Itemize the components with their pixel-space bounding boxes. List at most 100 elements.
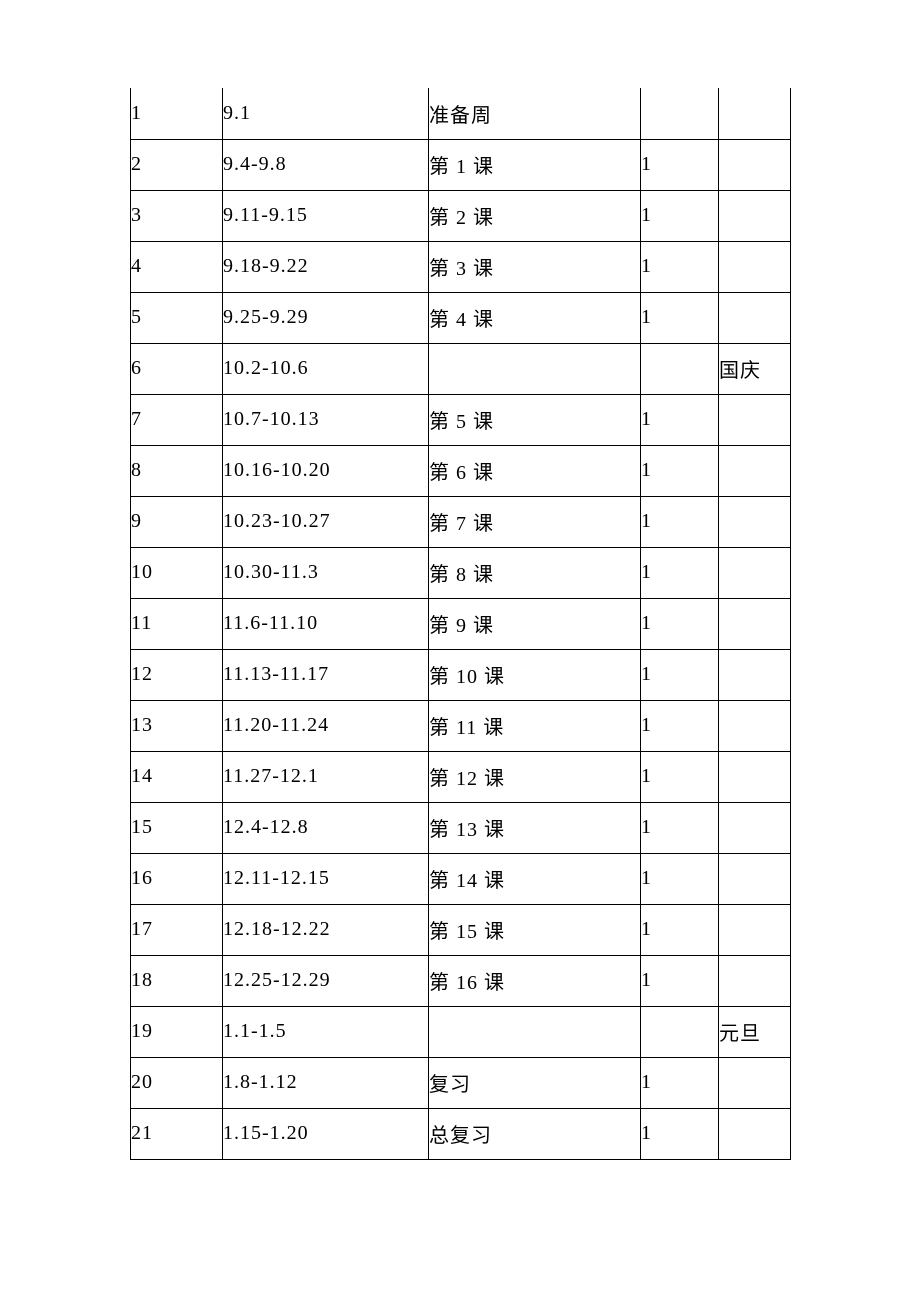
cell-dates: 11.13-11.17 [223, 649, 429, 700]
cell-dates: 10.2-10.6 [223, 343, 429, 394]
cell-content: 第 14 课 [429, 853, 641, 904]
cell-week: 6 [131, 343, 223, 394]
table-row: 610.2-10.6 国庆 [131, 343, 791, 394]
cell-hours: 1 [641, 292, 719, 343]
table-row: 910.23-10.27第 7 课1 [131, 496, 791, 547]
cell-hours: 1 [641, 496, 719, 547]
cell-content: 准备周 [429, 88, 641, 139]
cell-week: 18 [131, 955, 223, 1006]
cell-note [719, 139, 791, 190]
table-row: 1712.18-12.22第 15 课1 [131, 904, 791, 955]
cell-content: 第 11 课 [429, 700, 641, 751]
cell-week: 4 [131, 241, 223, 292]
cell-week: 8 [131, 445, 223, 496]
cell-dates: 10.23-10.27 [223, 496, 429, 547]
cell-content [429, 1006, 641, 1057]
cell-content: 第 8 课 [429, 547, 641, 598]
cell-week: 15 [131, 802, 223, 853]
cell-hours: 1 [641, 700, 719, 751]
table-row: 710.7-10.13第 5 课1 [131, 394, 791, 445]
cell-dates: 9.25-9.29 [223, 292, 429, 343]
table-row: 1612.11-12.15第 14 课1 [131, 853, 791, 904]
cell-week: 5 [131, 292, 223, 343]
cell-dates: 11.20-11.24 [223, 700, 429, 751]
cell-note [719, 751, 791, 802]
cell-dates: 9.18-9.22 [223, 241, 429, 292]
cell-week: 17 [131, 904, 223, 955]
cell-content: 第 5 课 [429, 394, 641, 445]
cell-dates: 1.1-1.5 [223, 1006, 429, 1057]
cell-hours: 1 [641, 802, 719, 853]
cell-week: 3 [131, 190, 223, 241]
cell-note [719, 445, 791, 496]
cell-content: 第 7 课 [429, 496, 641, 547]
cell-dates: 10.30-11.3 [223, 547, 429, 598]
cell-note [719, 853, 791, 904]
cell-hours [641, 343, 719, 394]
cell-week: 1 [131, 88, 223, 139]
cell-content: 第 4 课 [429, 292, 641, 343]
table-row: 49.18-9.22第 3 课1 [131, 241, 791, 292]
cell-note [719, 598, 791, 649]
table-row: 810.16-10.20第 6 课1 [131, 445, 791, 496]
cell-week: 20 [131, 1057, 223, 1108]
cell-note [719, 496, 791, 547]
cell-dates: 11.6-11.10 [223, 598, 429, 649]
table-row: 29.4-9.8第 1 课1 [131, 139, 791, 190]
cell-note [719, 292, 791, 343]
cell-hours: 1 [641, 190, 719, 241]
cell-week: 10 [131, 547, 223, 598]
cell-dates: 12.11-12.15 [223, 853, 429, 904]
cell-dates: 1.8-1.12 [223, 1057, 429, 1108]
table-row: 19.1准备周 [131, 88, 791, 139]
cell-note [719, 649, 791, 700]
cell-note [719, 802, 791, 853]
table-row: 1812.25-12.29第 16 课1 [131, 955, 791, 1006]
table-row: 1512.4-12.8第 13 课1 [131, 802, 791, 853]
cell-hours: 1 [641, 598, 719, 649]
cell-dates: 12.18-12.22 [223, 904, 429, 955]
cell-note [719, 904, 791, 955]
cell-hours: 1 [641, 547, 719, 598]
cell-week: 11 [131, 598, 223, 649]
cell-hours: 1 [641, 1057, 719, 1108]
table-row: 201.8-1.12复习1 [131, 1057, 791, 1108]
table-row: 191.1-1.5元旦 [131, 1006, 791, 1057]
schedule-table-body: 19.1准备周29.4-9.8第 1 课139.11-9.15第 2 课149.… [131, 88, 791, 1159]
cell-dates: 12.4-12.8 [223, 802, 429, 853]
cell-content: 第 3 课 [429, 241, 641, 292]
cell-content: 第 10 课 [429, 649, 641, 700]
cell-content: 第 2 课 [429, 190, 641, 241]
cell-content: 第 13 课 [429, 802, 641, 853]
table-row: 1411.27-12.1第 12 课1 [131, 751, 791, 802]
cell-week: 7 [131, 394, 223, 445]
cell-note: 国庆 [719, 343, 791, 394]
cell-note [719, 1057, 791, 1108]
cell-note [719, 88, 791, 139]
cell-week: 16 [131, 853, 223, 904]
cell-week: 14 [131, 751, 223, 802]
cell-hours: 1 [641, 904, 719, 955]
cell-dates: 9.4-9.8 [223, 139, 429, 190]
cell-content: 复习 [429, 1057, 641, 1108]
cell-hours: 1 [641, 751, 719, 802]
cell-week: 21 [131, 1108, 223, 1159]
cell-dates: 10.16-10.20 [223, 445, 429, 496]
table-row: 39.11-9.15第 2 课1 [131, 190, 791, 241]
table-row: 1311.20-11.24第 11 课1 [131, 700, 791, 751]
cell-hours: 1 [641, 394, 719, 445]
cell-dates: 12.25-12.29 [223, 955, 429, 1006]
cell-note [719, 190, 791, 241]
cell-week: 12 [131, 649, 223, 700]
cell-dates: 11.27-12.1 [223, 751, 429, 802]
table-row: 211.15-1.20总复习1 [131, 1108, 791, 1159]
cell-content: 第 6 课 [429, 445, 641, 496]
cell-note: 元旦 [719, 1006, 791, 1057]
cell-note [719, 241, 791, 292]
cell-hours [641, 1006, 719, 1057]
cell-note [719, 547, 791, 598]
cell-dates: 1.15-1.20 [223, 1108, 429, 1159]
cell-hours: 1 [641, 1108, 719, 1159]
cell-content: 第 1 课 [429, 139, 641, 190]
cell-content [429, 343, 641, 394]
